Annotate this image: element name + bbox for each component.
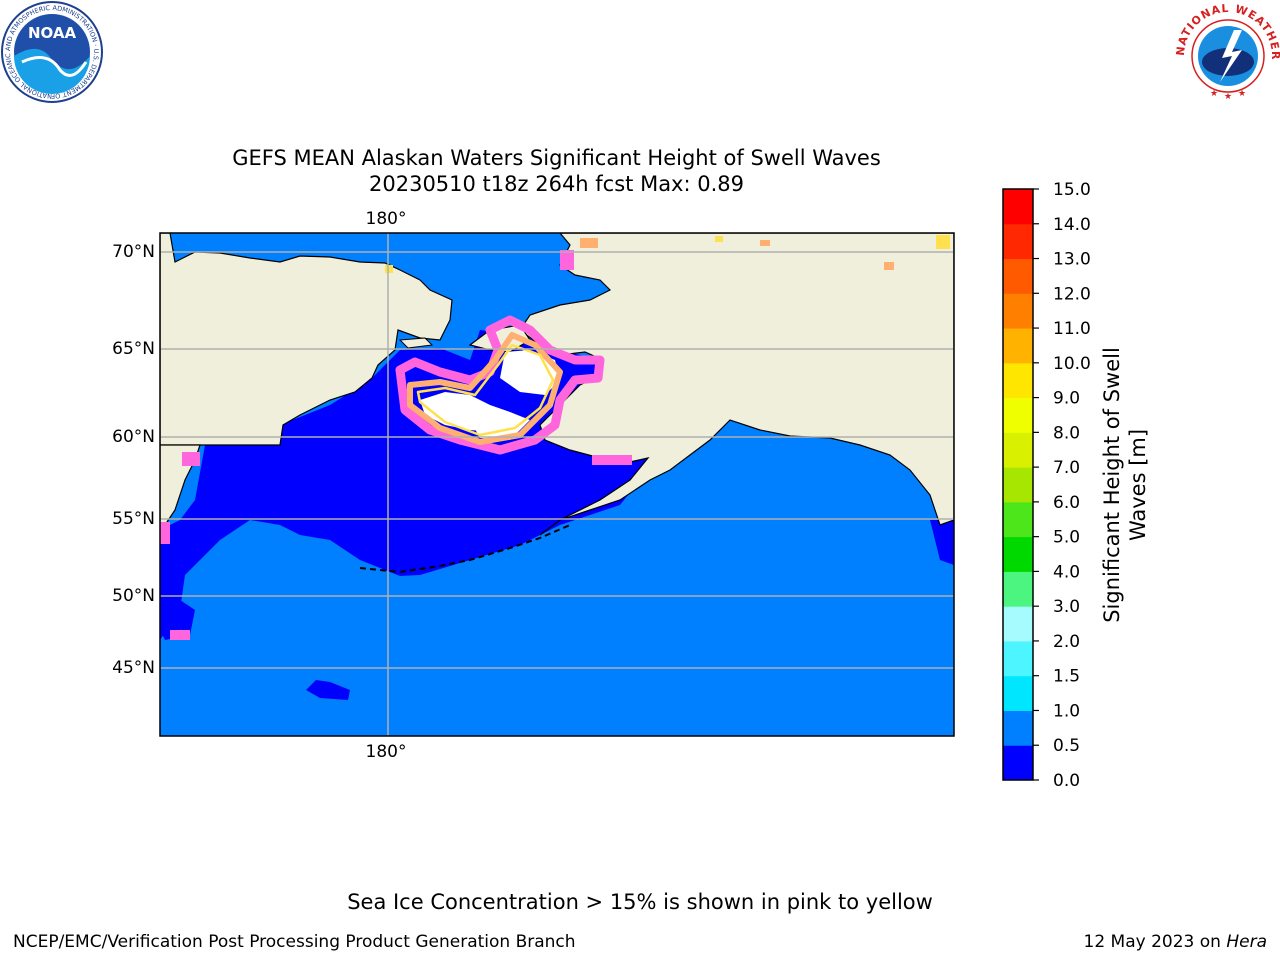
svg-text:★: ★ <box>1238 89 1246 99</box>
lat-label-70n: 70°N <box>112 242 155 262</box>
colorbar-swatch <box>1003 223 1033 260</box>
colorbar-tick-label: 9.0 <box>1053 389 1080 409</box>
colorbar-swatch <box>1003 189 1033 225</box>
ice-patch <box>592 455 632 465</box>
colorbar-swatch <box>1003 293 1033 329</box>
colorbar: 0.0 0.5 1.0 1.5 2.0 3.0 4.0 5.0 6.0 7.0 8.0 9.0 10.0… <box>1002 180 1091 791</box>
svg-text:★: ★ <box>1224 92 1232 100</box>
colorbar-swatch <box>1003 501 1033 538</box>
map-area <box>160 233 954 736</box>
title-line-1: GEFS MEAN Alaskan Waters Significant Hei… <box>232 146 881 170</box>
ice-patch <box>936 235 950 249</box>
ice-patch <box>560 250 574 270</box>
ice-patch <box>160 522 170 544</box>
ice-patch <box>580 238 598 248</box>
ice-patch <box>170 630 190 640</box>
colorbar-swatch <box>1003 640 1033 677</box>
colorbar-tick-label: 13.0 <box>1053 250 1091 270</box>
sea-ice-edge-orange <box>407 332 563 445</box>
graticule <box>160 233 954 736</box>
map-frame <box>159 232 955 737</box>
colorbar-label: Significant Height of Swell Waves [m] <box>1100 347 1150 623</box>
colorbar-swatch <box>1003 258 1033 294</box>
colorbar-swatch <box>1003 467 1033 503</box>
colorbar-swatch <box>1003 675 1033 711</box>
colorbar-tick-label: 15.0 <box>1053 180 1091 200</box>
lat-label-65n: 65°N <box>112 339 155 359</box>
colorbar-tick-label: 10.0 <box>1053 354 1091 374</box>
western-low-patch <box>160 590 195 640</box>
map-title: GEFS MEAN Alaskan Waters Significant Hei… <box>0 145 1113 197</box>
colorbar-swatch <box>1003 536 1033 572</box>
colorbar-tick-label: 7.0 <box>1053 458 1080 478</box>
lat-label-50n: 50°N <box>112 586 155 606</box>
ice-patch <box>884 262 894 270</box>
colorbar-swatch <box>1003 432 1033 468</box>
title-line-2: 20230510 t18z 264h fcst Max: 0.89 <box>369 172 744 196</box>
lat-label-60n: 60°N <box>112 427 155 447</box>
st-lawrence-island <box>398 337 434 349</box>
lat-labels: 70°N 65°N 60°N 55°N 50°N 45°N <box>112 242 155 678</box>
colorbar-swatch <box>1003 745 1033 781</box>
colorbar-frame <box>1002 188 1034 781</box>
colorbar-swatches <box>1003 189 1033 781</box>
colorbar-tick-label: 11.0 <box>1053 319 1091 339</box>
sea-ice-note: Sea Ice Concentration > 15% is shown in … <box>347 890 933 914</box>
colorbar-swatch <box>1003 397 1033 433</box>
colorbar-swatch <box>1003 571 1033 607</box>
colorbar-tick-label: 0.0 <box>1053 771 1080 791</box>
gulf-low-swell-strip <box>930 520 954 565</box>
lon-label-top: 180° <box>366 209 407 229</box>
lon-label-bottom: 180° <box>366 742 407 762</box>
colorbar-tick-label: 5.0 <box>1053 528 1080 548</box>
lat-label-45n: 45°N <box>112 658 155 678</box>
colorbar-label-line-1: Significant Height of Swell <box>1100 347 1124 623</box>
aleutian-low-patch <box>306 680 350 700</box>
colorbar-swatch <box>1003 328 1033 364</box>
colorbar-swatch <box>1003 362 1033 399</box>
colorbar-swatch <box>1003 710 1033 746</box>
noaa-logo: NATIONAL OCEANIC AND ATMOSPHERIC ADMINIS… <box>0 0 103 103</box>
aleutian-islands <box>359 524 571 574</box>
sea-ice-central-white <box>500 350 560 395</box>
ice-patch <box>385 265 393 273</box>
ice-patch <box>760 240 770 246</box>
colorbar-ticks: 0.0 0.5 1.0 1.5 2.0 3.0 4.0 5.0 6.0 7.0 8.0 9.0 10.0… <box>1033 180 1091 791</box>
sea-ice-edge-yellow <box>416 343 555 437</box>
date-prefix: 12 May 2023 on <box>1083 932 1227 952</box>
colorbar-tick-label: 1.0 <box>1053 701 1080 721</box>
colorbar-tick-label: 2.0 <box>1053 632 1080 652</box>
colorbar-tick-label: 6.0 <box>1053 493 1080 513</box>
colorbar-tick-label: 1.5 <box>1053 667 1080 687</box>
date-text: 12 May 2023 on Hera <box>1084 932 1268 952</box>
colorbar-tick-label: 12.0 <box>1053 284 1091 304</box>
colorbar-tick-label: 0.5 <box>1053 736 1080 756</box>
ice-patch <box>715 236 723 242</box>
bering-low-swell-region <box>160 330 650 640</box>
colorbar-label-line-2: Waves [m] <box>1126 429 1150 541</box>
colorbar-tick-label: 8.0 <box>1053 423 1080 443</box>
date-machine: Hera <box>1226 932 1267 952</box>
colorbar-tick-label: 3.0 <box>1053 597 1080 617</box>
svg-text:★: ★ <box>1210 89 1218 99</box>
land-russia <box>160 233 453 446</box>
nws-logo: NATIONAL WEATHER SERVICE ★ ★ ★ <box>1176 0 1280 100</box>
lat-label-55n: 55°N <box>112 509 155 529</box>
credit-text: NCEP/EMC/Verification Post Processing Pr… <box>13 932 576 952</box>
colorbar-tick-label: 14.0 <box>1053 215 1091 235</box>
colorbar-tick-label: 4.0 <box>1053 562 1080 582</box>
ice-patch <box>182 452 200 466</box>
colorbar-swatch <box>1003 606 1033 642</box>
noaa-logo-text: NOAA <box>28 24 77 42</box>
